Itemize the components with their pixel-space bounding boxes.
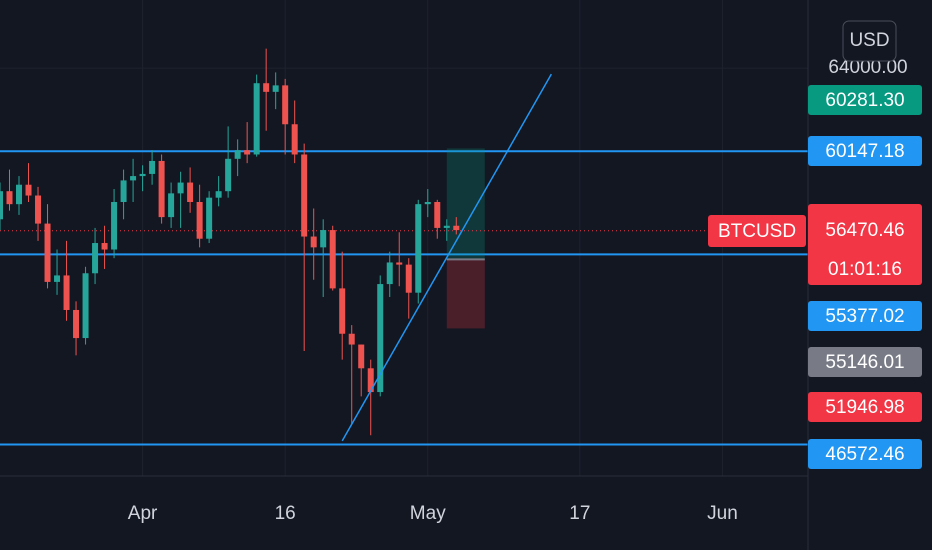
candle-body [367,368,374,393]
candle-body [187,182,194,202]
x-tick-label: Apr [128,503,158,524]
candle-body [25,184,32,196]
x-tick-label: May [410,503,446,524]
candle-body [405,264,412,293]
candle-body [54,275,61,282]
currency-button[interactable]: USD [842,20,897,62]
loss-zone [446,259,485,329]
candle-body [196,201,203,239]
candle-body [73,309,80,339]
candle-body [453,225,460,231]
x-tick-label: Jun [707,503,738,524]
candle-body [386,262,393,285]
candle-body [92,243,99,274]
candle-body [177,182,184,194]
candle-body [158,160,165,218]
candle-body [348,333,355,345]
candle-body [225,158,232,192]
candle-body [443,225,450,228]
currency-button-box [842,20,897,62]
candle-body [329,230,336,289]
trendline [341,73,552,442]
candle-body [149,160,156,174]
candle-body [6,191,13,205]
price-line-label-box [808,439,922,469]
candle-body [101,243,108,250]
candle-body [301,154,308,237]
candle-body [44,223,51,282]
candle-body [168,193,175,218]
candle-body [139,173,146,177]
candle-body [244,150,251,155]
candle-body [396,262,403,265]
candle-body [291,124,298,155]
candle-body [35,195,42,224]
candle-body [16,184,23,205]
candle-body [111,201,118,250]
candle-body [310,236,317,248]
entry-price-label: 55146.01 [825,352,904,373]
candle-body [424,201,431,205]
profit-zone [446,148,485,260]
candle-body [358,344,365,369]
candle-body [272,85,279,92]
symbol-label: BTCUSD [718,221,796,242]
candle-body [0,191,3,220]
last-price-box [808,204,922,262]
candle-body [206,197,213,239]
candle-body [130,176,137,181]
candle-body [120,180,127,202]
countdown-box [808,255,922,285]
symbol-box [708,215,806,247]
price-line-label-box [808,136,922,166]
x-tick-label: 17 [569,503,590,524]
candle-body [377,284,384,393]
candle-body [215,191,222,198]
stop-price-label-box [808,392,922,422]
candle-body [234,150,241,159]
currency-label: USD [849,30,889,51]
price-line-label-box [808,301,922,331]
candle-body [253,83,260,155]
last-price-label: 56470.46 [825,220,904,241]
candle-body [282,85,289,125]
price-line-label: 46572.46 [825,444,904,465]
candle-body [63,275,70,310]
candle-body [434,201,441,228]
candle-body [339,288,346,334]
candle-body [415,204,422,293]
entry-price-label-box [808,347,922,377]
target-price-label-box [808,85,922,115]
candle-body [320,230,327,248]
x-tick-label: 16 [275,503,296,524]
price-line-label: 55377.02 [825,306,904,327]
countdown: 01:01:16 [828,259,902,280]
candle-body [82,273,89,339]
target-price-label: 60281.30 [825,90,904,111]
y-tick-label: 64000.00 [828,57,907,78]
stop-price-label: 51946.98 [825,397,904,418]
candle-body [263,83,270,92]
price-line-label: 60147.18 [825,141,904,162]
